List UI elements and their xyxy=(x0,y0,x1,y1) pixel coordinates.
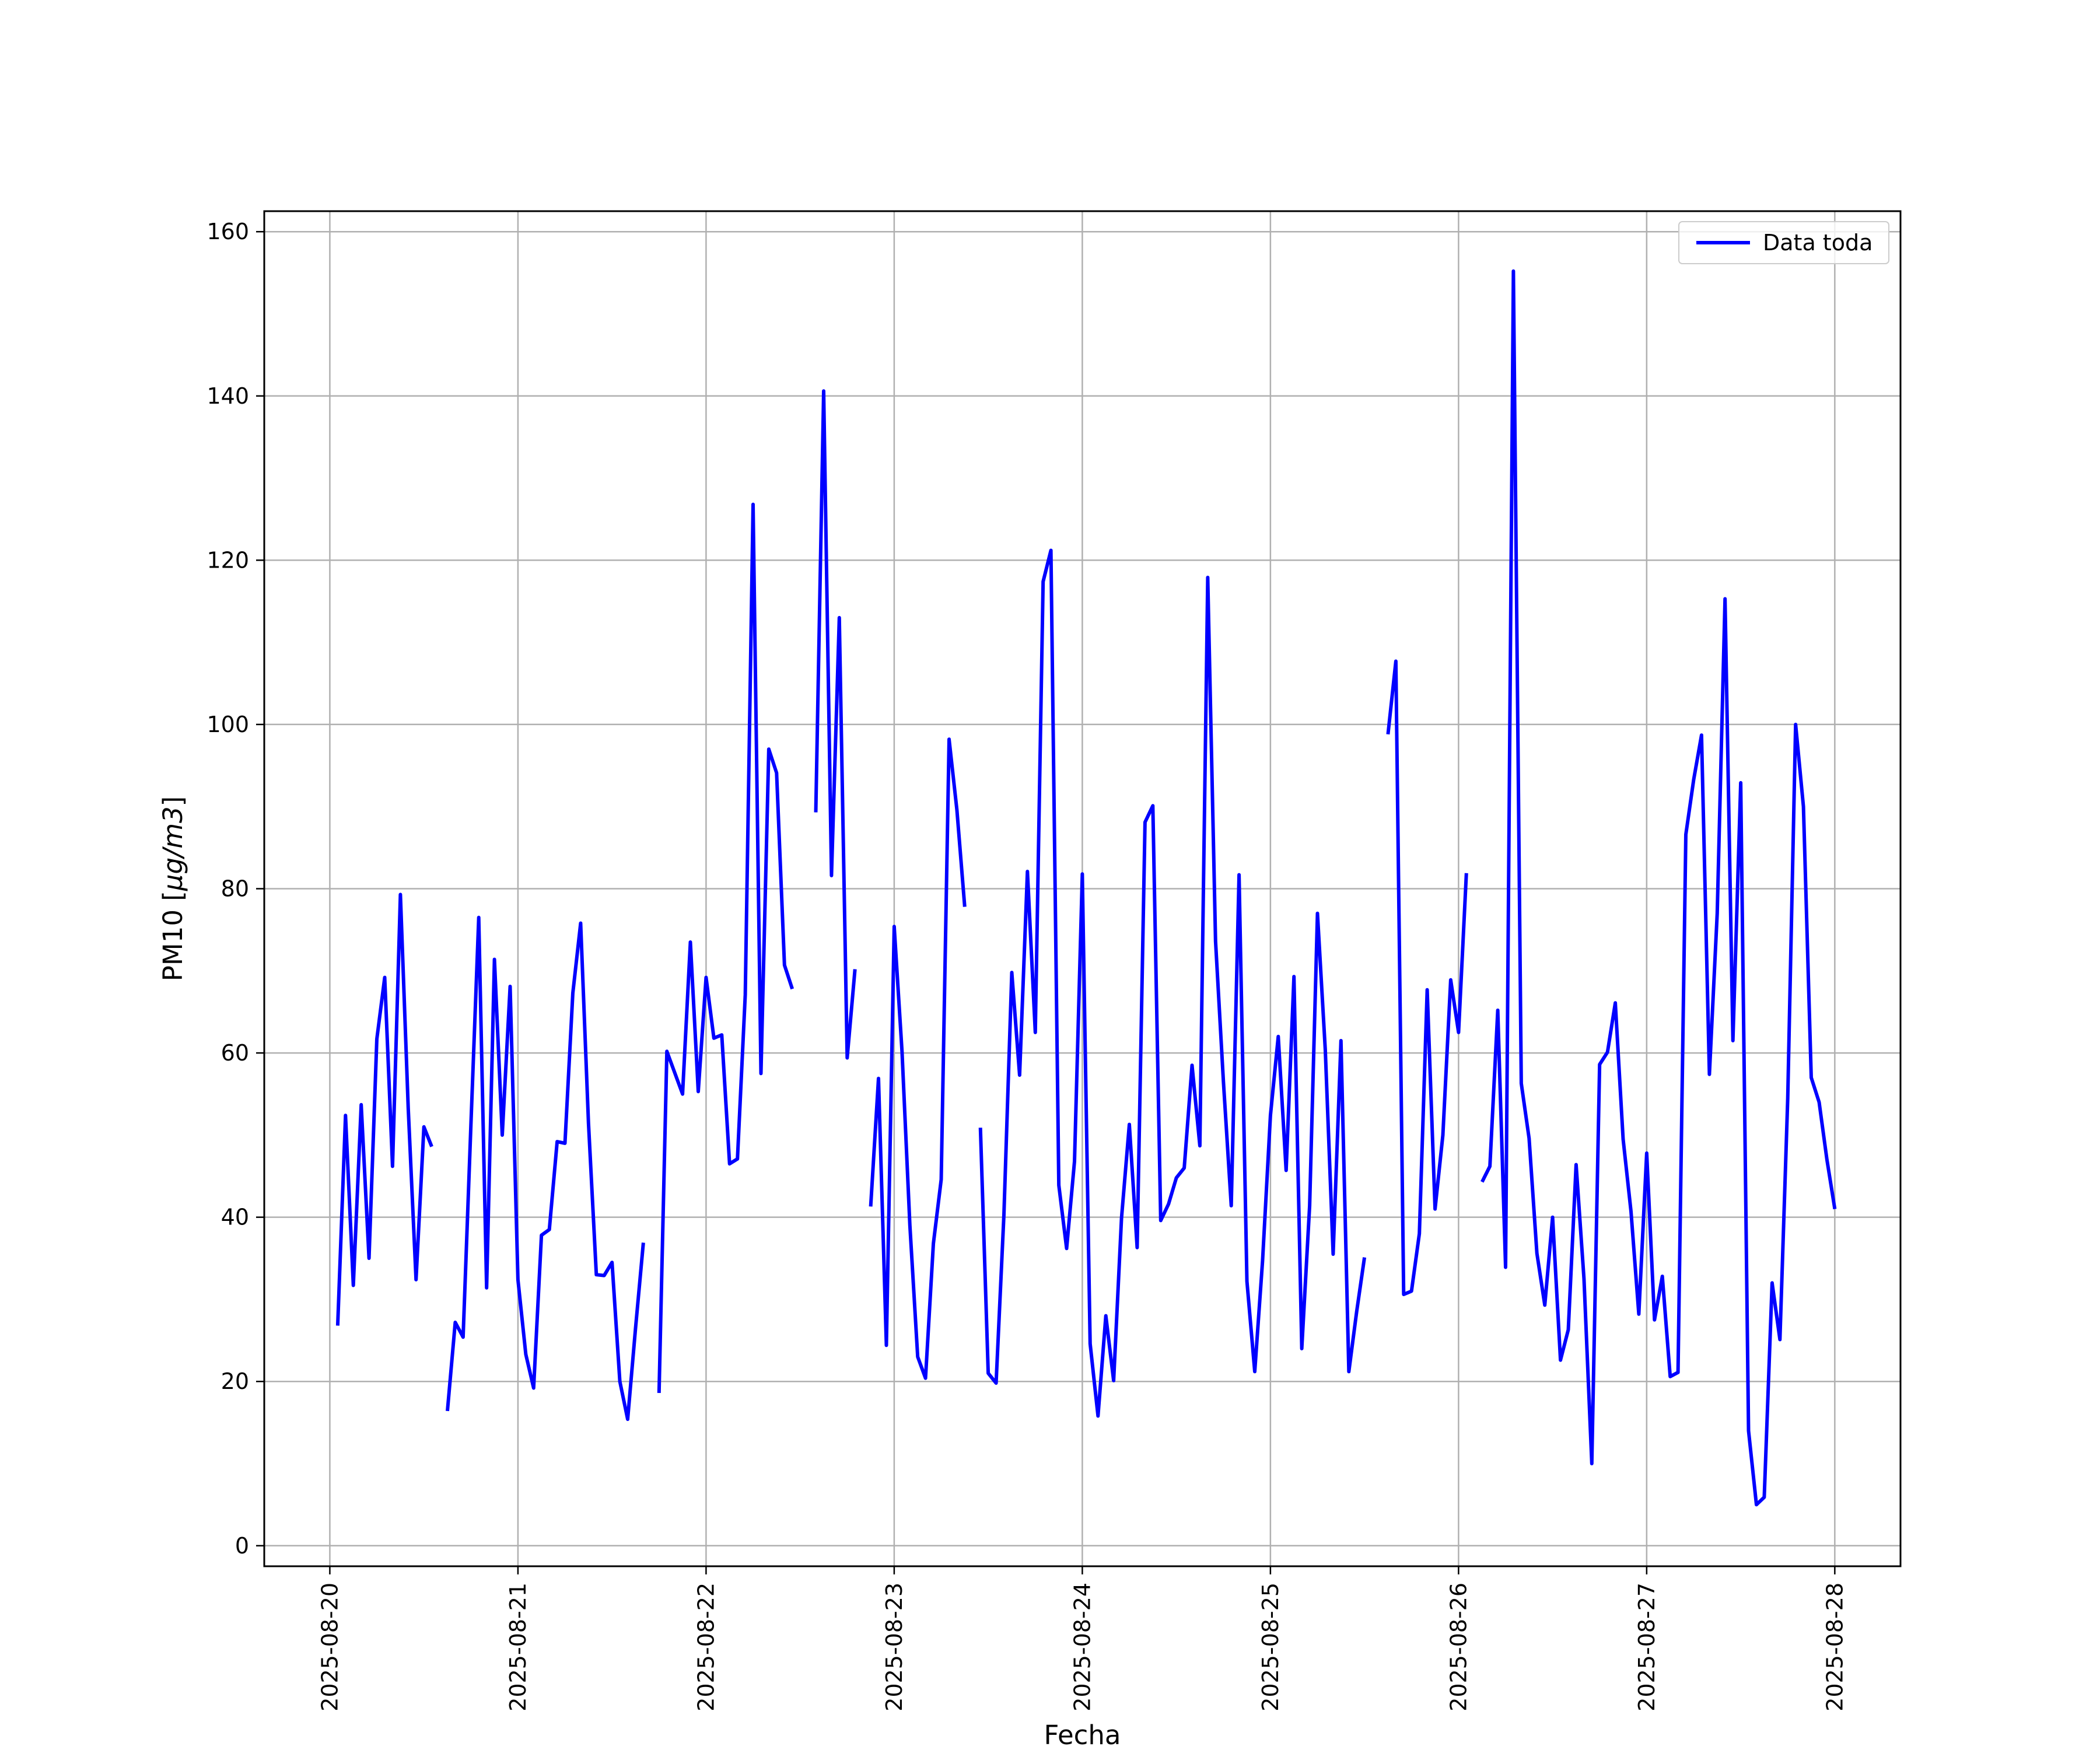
y-axis-label-unit: μg/m3 xyxy=(158,806,188,891)
y-tick-label: 80 xyxy=(221,876,249,902)
series-line-segment xyxy=(446,915,645,1421)
x-tick-label: 2025-08-26 xyxy=(1446,1583,1471,1712)
x-tick-label: 2025-08-25 xyxy=(1258,1583,1283,1712)
y-tick-label: 0 xyxy=(235,1533,249,1559)
y-tick-label: 120 xyxy=(206,547,249,573)
series-line-segment xyxy=(335,892,433,1326)
axis-ticks xyxy=(256,230,1836,1574)
series-line-segment xyxy=(1480,269,1837,1507)
series-line-segment xyxy=(978,548,1367,1418)
y-axis-label-text: PM10 [ xyxy=(158,891,188,981)
y-tick-label: 160 xyxy=(206,219,249,244)
legend-label: Data toda xyxy=(1763,230,1873,256)
series-line-segment xyxy=(657,502,794,1393)
x-tick-label: 2025-08-21 xyxy=(505,1583,531,1712)
y-tick-label: 140 xyxy=(206,383,249,409)
legend: Data toda xyxy=(1678,221,1889,264)
x-tick-label: 2025-08-20 xyxy=(317,1583,342,1712)
legend-box xyxy=(1678,221,1889,264)
series-line-segment xyxy=(869,737,967,1380)
x-tick-label: 2025-08-28 xyxy=(1822,1583,1847,1712)
x-tick-label: 2025-08-27 xyxy=(1634,1583,1660,1712)
y-tick-label: 40 xyxy=(221,1205,249,1230)
x-tick-label: 2025-08-23 xyxy=(881,1583,907,1712)
series-line-segment xyxy=(1386,659,1468,1296)
y-tick-label: 100 xyxy=(206,712,249,737)
series-line-segment xyxy=(814,389,857,1060)
y-tick-label: 60 xyxy=(221,1040,249,1066)
x-tick-label: 2025-08-24 xyxy=(1069,1583,1095,1712)
y-axis-label: PM10 [μg/m3] xyxy=(158,796,188,981)
series-layer xyxy=(335,269,1837,1507)
y-axis-label-close: ] xyxy=(158,796,188,807)
x-axis-label: Fecha xyxy=(1044,1720,1121,1750)
y-tick-label: 20 xyxy=(221,1368,249,1394)
axis-tick-labels: 2025-08-20 2025-08-21 2025-08-22 2025-08-23… xyxy=(206,219,1847,1712)
x-tick-label: 2025-08-22 xyxy=(693,1583,719,1712)
